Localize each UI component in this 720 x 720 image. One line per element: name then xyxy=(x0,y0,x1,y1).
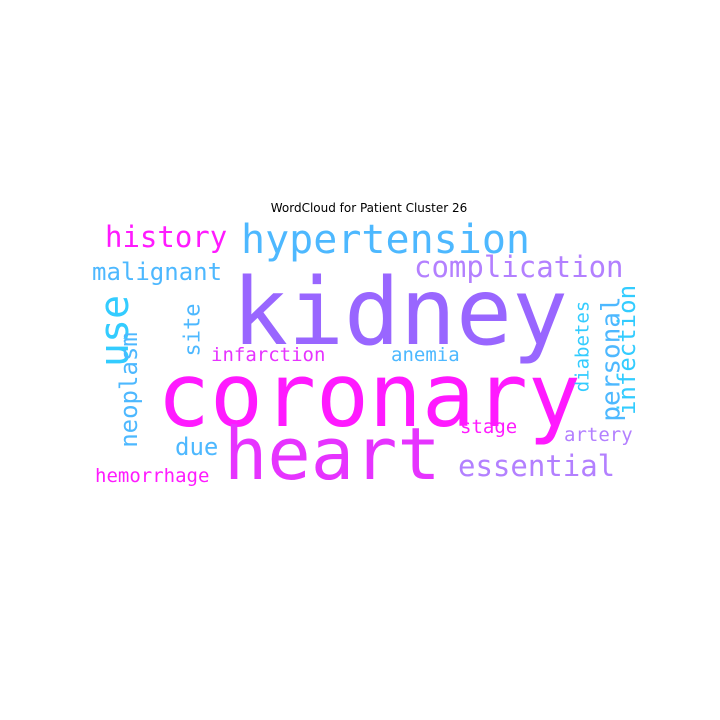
word-anemia: anemia xyxy=(391,344,460,366)
word-complication: complication xyxy=(414,250,624,284)
word-heart: heart xyxy=(224,412,441,496)
word-due: due xyxy=(175,433,219,461)
word-infarction: infarction xyxy=(211,344,326,366)
word-neoplasm: neoplasm xyxy=(114,332,143,448)
word-essential: essential xyxy=(458,449,616,483)
word-site: site xyxy=(180,303,206,357)
word-hemorrhage: hemorrhage xyxy=(95,465,210,487)
word-artery: artery xyxy=(564,424,633,446)
word-malignant: malignant xyxy=(92,258,223,286)
word-kidney: kidney xyxy=(232,258,568,366)
word-hypertension: hypertension xyxy=(241,217,530,263)
word-stage: stage xyxy=(460,416,518,438)
chart-title: WordCloud for Patient Cluster 26 xyxy=(270,201,468,215)
word-infection: infection xyxy=(613,284,642,416)
word-history: history xyxy=(105,220,228,254)
word-diabetes: diabetes xyxy=(571,300,594,393)
word-coronary: coronary xyxy=(157,344,581,447)
